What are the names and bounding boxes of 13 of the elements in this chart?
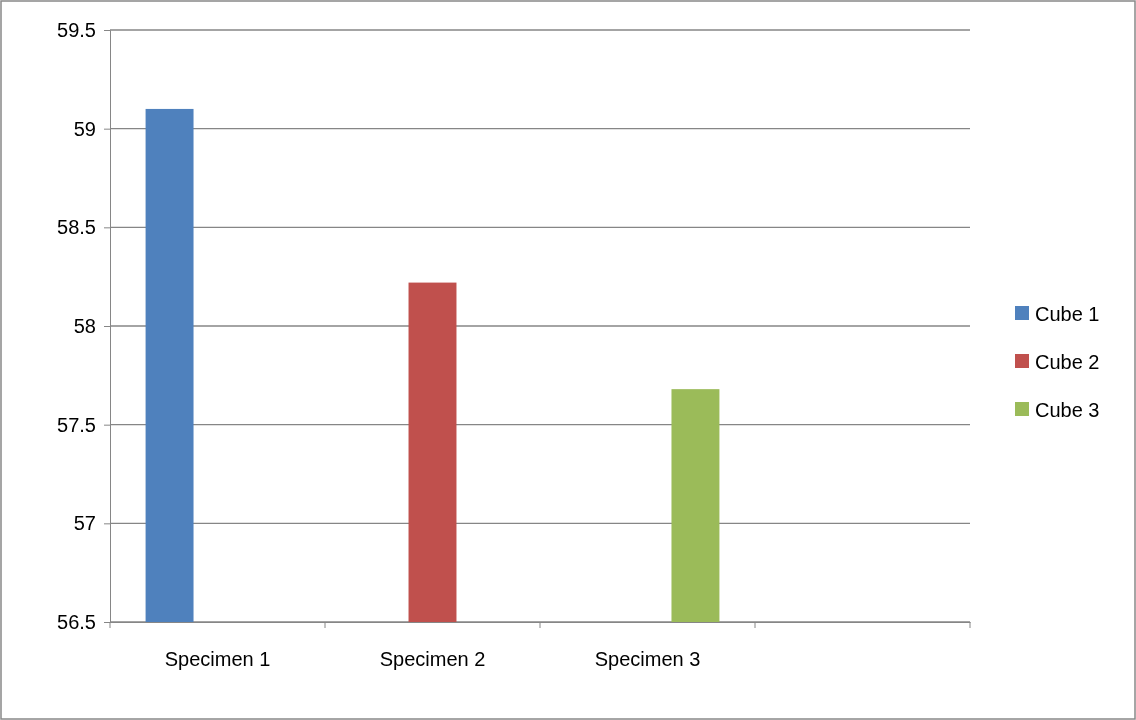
x-tick-label: Specimen 2 xyxy=(379,648,486,671)
legend-label: Cube 3 xyxy=(1035,399,1100,421)
y-tick-label: 57 xyxy=(73,512,96,535)
y-tick-label: 58 xyxy=(73,314,96,337)
y-tick-label: 59 xyxy=(73,117,96,140)
y-tick-label: 58.5 xyxy=(57,216,96,239)
legend-label: Cube 2 xyxy=(1035,351,1100,373)
y-tick-label: 56.5 xyxy=(57,610,96,633)
x-tick-label: Specimen 1 xyxy=(164,648,271,671)
x-tick-label: Specimen 3 xyxy=(594,648,701,671)
y-tick-label: 59.5 xyxy=(57,18,96,41)
y-tick-label: 57.5 xyxy=(57,413,96,436)
legend-label: Cube 1 xyxy=(1035,303,1100,325)
